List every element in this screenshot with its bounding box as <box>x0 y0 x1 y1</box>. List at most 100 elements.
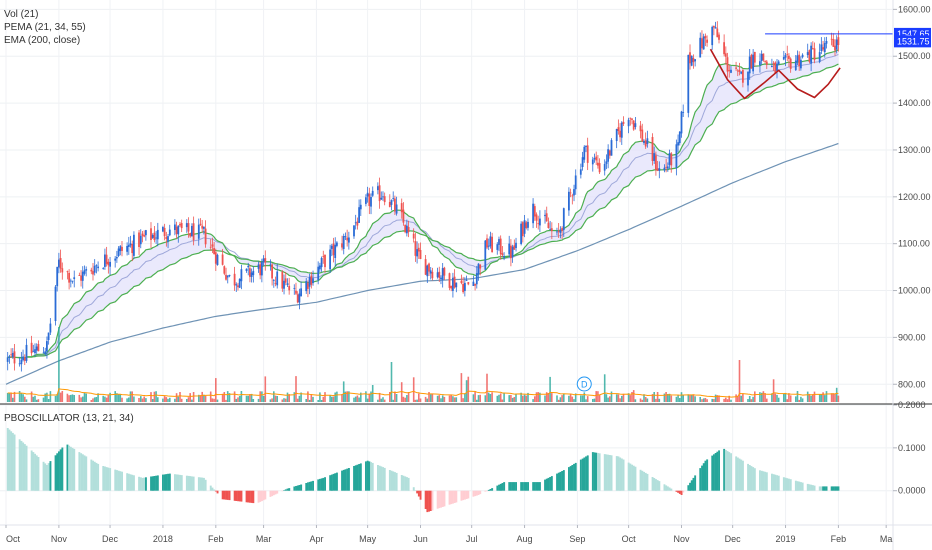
candle-body[interactable] <box>484 240 487 270</box>
candle-body[interactable] <box>324 255 326 268</box>
candle-body[interactable] <box>81 271 84 281</box>
candle-body[interactable] <box>336 242 338 246</box>
candle-body[interactable] <box>702 36 705 50</box>
candle-body[interactable] <box>310 275 313 285</box>
candle-body[interactable] <box>288 285 291 291</box>
candle-body[interactable] <box>49 323 52 333</box>
candle-body[interactable] <box>523 220 526 234</box>
candle-body[interactable] <box>97 266 99 269</box>
candle-body[interactable] <box>656 168 659 171</box>
candle-body[interactable] <box>156 229 159 240</box>
candle-body[interactable] <box>114 258 117 261</box>
candle-body[interactable] <box>774 62 777 74</box>
candle-body[interactable] <box>782 57 785 60</box>
candle-body[interactable] <box>392 198 395 199</box>
candle-body[interactable] <box>687 54 690 113</box>
candle-body[interactable] <box>581 157 584 167</box>
candle-body[interactable] <box>658 168 661 171</box>
candle-body[interactable] <box>772 63 775 64</box>
candle-body[interactable] <box>796 55 799 62</box>
candle-body[interactable] <box>765 61 768 65</box>
candle-body[interactable] <box>6 357 9 362</box>
candle-body[interactable] <box>830 38 833 40</box>
candle-body[interactable] <box>284 278 287 283</box>
candle-body[interactable] <box>283 280 285 289</box>
candle-body[interactable] <box>736 70 739 72</box>
candle-body[interactable] <box>508 243 511 255</box>
candle-body[interactable] <box>762 53 765 61</box>
candle-body[interactable] <box>34 349 36 354</box>
candle-body[interactable] <box>203 226 205 229</box>
candle-body[interactable] <box>141 233 144 236</box>
candle-body[interactable] <box>37 344 40 352</box>
candle-body[interactable] <box>117 248 120 257</box>
candle-body[interactable] <box>414 241 417 256</box>
candle-body[interactable] <box>235 284 238 286</box>
candle-body[interactable] <box>837 37 840 45</box>
candle-body[interactable] <box>794 60 797 71</box>
candle-body[interactable] <box>61 268 64 273</box>
candle-body[interactable] <box>119 246 122 252</box>
candle-body[interactable] <box>121 246 123 251</box>
candle-body[interactable] <box>798 54 801 67</box>
candle-body[interactable] <box>820 44 823 51</box>
candle-body[interactable] <box>740 71 743 74</box>
candle-body[interactable] <box>431 271 434 279</box>
candle-body[interactable] <box>474 284 476 286</box>
candle-body[interactable] <box>704 35 707 39</box>
candle-body[interactable] <box>150 228 152 240</box>
candle-body[interactable] <box>450 285 453 289</box>
candle-body[interactable] <box>383 196 386 203</box>
candle-body[interactable] <box>644 140 647 147</box>
candle-body[interactable] <box>728 70 731 72</box>
candle-body[interactable] <box>412 233 415 239</box>
candle-body[interactable] <box>489 236 492 247</box>
candle-body[interactable] <box>163 227 166 237</box>
candle-body[interactable] <box>329 249 331 270</box>
candle-body[interactable] <box>760 53 763 61</box>
candle-body[interactable] <box>209 246 212 248</box>
candle-body[interactable] <box>225 274 227 280</box>
candle-body[interactable] <box>496 244 499 250</box>
candle-body[interactable] <box>537 223 540 225</box>
candle-body[interactable] <box>151 235 154 238</box>
candle-body[interactable] <box>574 175 577 190</box>
candle-body[interactable] <box>22 356 24 361</box>
candle-body[interactable] <box>402 209 405 223</box>
candle-body[interactable] <box>678 131 681 144</box>
candle-body[interactable] <box>462 284 464 293</box>
candle-body[interactable] <box>608 150 611 156</box>
candle-body[interactable] <box>237 285 239 288</box>
candle-body[interactable] <box>216 254 219 265</box>
candle-body[interactable] <box>452 277 454 291</box>
candle-body[interactable] <box>579 169 582 175</box>
candle-body[interactable] <box>187 223 190 232</box>
candle-body[interactable] <box>201 225 204 229</box>
candle-body[interactable] <box>274 283 277 284</box>
candle-body[interactable] <box>54 286 57 321</box>
candle-body[interactable] <box>42 352 45 354</box>
candle-body[interactable] <box>632 120 635 130</box>
candle-body[interactable] <box>776 63 778 71</box>
candle-body[interactable] <box>269 264 272 266</box>
candle-body[interactable] <box>133 234 135 256</box>
candle-body[interactable] <box>153 232 156 241</box>
candle-body[interactable] <box>631 118 633 120</box>
candle-body[interactable] <box>455 282 458 288</box>
candle-body[interactable] <box>388 202 391 207</box>
candle-body[interactable] <box>257 264 260 269</box>
candle-body[interactable] <box>276 271 279 286</box>
candle-body[interactable] <box>334 244 337 258</box>
candle-body[interactable] <box>487 245 490 247</box>
candle-body[interactable] <box>167 236 169 242</box>
candle-body[interactable] <box>95 265 98 267</box>
candle-body[interactable] <box>305 281 308 292</box>
candle-body[interactable] <box>179 223 181 226</box>
candle-body[interactable] <box>250 272 253 278</box>
candle-body[interactable] <box>605 161 608 164</box>
candle-body[interactable] <box>11 353 14 357</box>
candle-body[interactable] <box>835 39 838 50</box>
candle-body[interactable] <box>428 263 430 272</box>
candle-body[interactable] <box>832 39 835 47</box>
candle-body[interactable] <box>168 229 171 236</box>
